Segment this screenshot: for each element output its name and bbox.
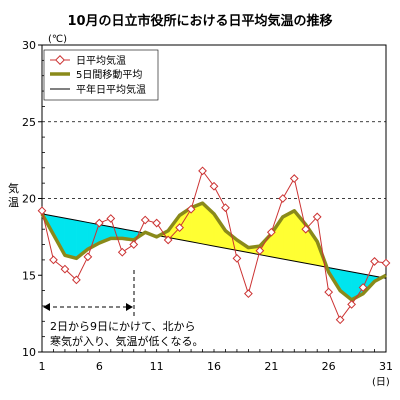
fill-segment-23 [282, 210, 295, 262]
daily-point-31 [381, 258, 391, 268]
x-axis-ticks: 1 6 11 16 21 26 31 [39, 349, 393, 373]
x-tick-label-31: 31 [379, 360, 393, 373]
daily-point-29 [358, 283, 368, 292]
daily-point-2 [49, 255, 58, 265]
daily-point-19 [244, 289, 253, 299]
annotation: 2日から9日にかけて、北から 寒気が入り、気温が低くなる。 [41, 270, 204, 348]
daily-point-8 [117, 247, 127, 257]
y-axis-label-char-1: 温 [8, 196, 19, 209]
daily-point-13 [175, 223, 184, 233]
daily-point-25 [312, 212, 322, 222]
y-axis-label-char-0: 気 [8, 181, 19, 195]
legend-marker-daily [55, 55, 65, 65]
daily-point-5 [83, 252, 93, 262]
y-tick-label-25: 25 [22, 116, 36, 129]
x-unit-label: (日) [372, 377, 390, 388]
y-axis-ticks: 10 15 20 25 30 [22, 39, 45, 359]
daily-point-15 [198, 166, 207, 176]
annotation-arrow-right [126, 303, 133, 311]
daily-point-21 [266, 227, 276, 237]
fill-areas [41, 202, 387, 301]
daily-point-16 [209, 181, 219, 191]
x-tick-label-6: 6 [96, 360, 103, 373]
daily-point-24 [301, 224, 311, 234]
annotation-text-line1: 2日から9日にかけて、北から [50, 320, 195, 333]
y-tick-label-15: 15 [22, 269, 36, 282]
daily-point-1 [37, 206, 47, 216]
daily-point-23 [289, 174, 299, 183]
x-tick-label-1: 1 [39, 360, 46, 373]
daily-point-28 [347, 300, 356, 309]
y-unit-label: (℃) [48, 34, 67, 45]
y-tick-label-20: 20 [22, 193, 36, 206]
daily-point-27 [335, 315, 345, 325]
daily-point-12 [163, 235, 173, 245]
daily-point-17 [221, 203, 230, 213]
legend: 日平均気温 5日間移動平均 平年日平均気温 [43, 49, 159, 101]
daily-point-22 [278, 194, 288, 203]
daily-point-26 [324, 287, 334, 297]
legend-label-moving-average: 5日間移動平均 [76, 68, 142, 81]
daily-point-9 [129, 240, 139, 249]
legend-label-normal: 平年日平均気温 [76, 83, 146, 96]
daily-point-20 [255, 246, 265, 256]
annotation-text-line2: 寒気が入り、気温が低くなる。 [50, 334, 204, 348]
x-tick-label-16: 16 [207, 360, 221, 373]
daily-point-10 [140, 215, 150, 225]
chart-title: 10月の日立市役所における日平均気温の推移 [67, 13, 332, 29]
daily-point-18 [232, 253, 242, 263]
moving-average-line [40, 201, 387, 302]
x-tick-label-11: 11 [150, 360, 164, 373]
daily-point-7 [106, 214, 116, 223]
legend-label-daily: 日平均気温 [76, 54, 126, 67]
daily-point-6 [94, 218, 104, 228]
x-tick-label-21: 21 [264, 360, 278, 373]
daily-point-3 [60, 264, 70, 274]
daily-point-30 [370, 257, 379, 266]
annotation-arrow-left [43, 303, 50, 311]
x-tick-label-26: 26 [322, 360, 336, 373]
data-points [37, 166, 391, 325]
fill-segment-1 [64, 217, 77, 259]
daily-point-14 [186, 204, 196, 214]
y-tick-label-10: 10 [22, 346, 36, 359]
daily-point-11 [152, 218, 162, 228]
daily-point-4 [72, 275, 81, 285]
y-axis-label: 気温 [8, 181, 19, 209]
y-tick-label-30: 30 [22, 39, 36, 52]
